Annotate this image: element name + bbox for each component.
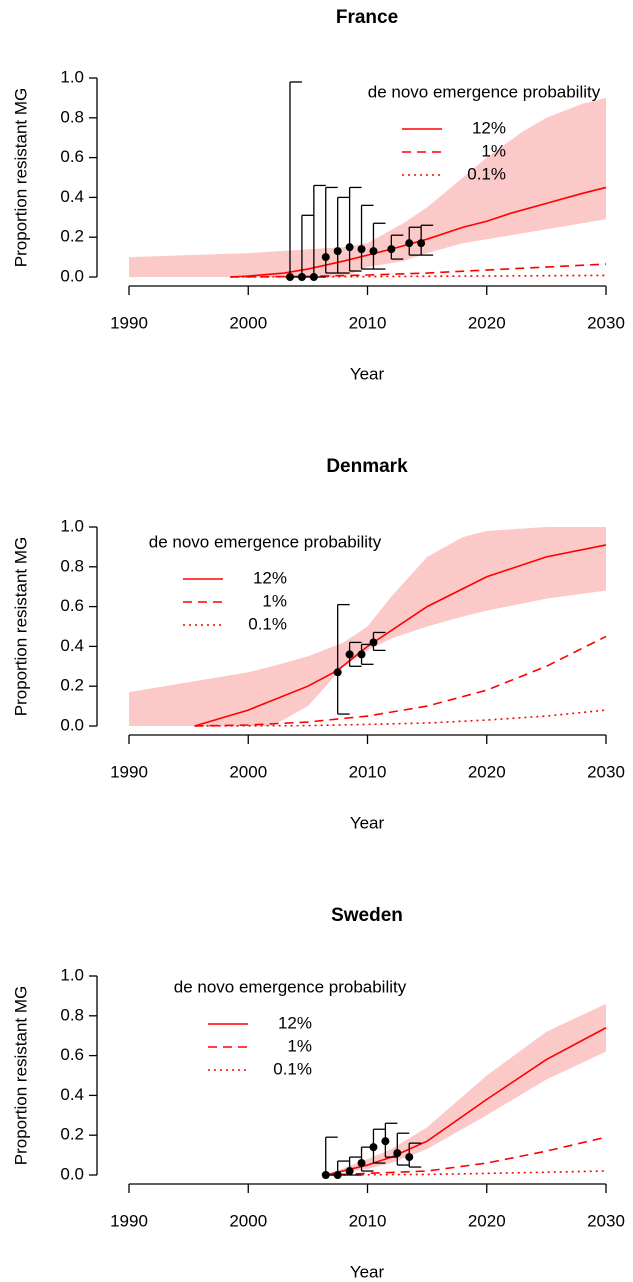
y-tick-label: 0.6 — [60, 147, 84, 166]
confidence-band — [129, 97, 606, 278]
legend-title: de novo emergence probability — [174, 977, 407, 996]
chart-title: Sweden — [331, 905, 403, 926]
y-tick-label: 0.2 — [60, 676, 84, 695]
data-point — [387, 245, 396, 254]
y-tick-label: 0.4 — [60, 636, 84, 655]
x-axis-label: Year — [350, 813, 385, 832]
data-point — [333, 668, 342, 677]
x-tick-label: 1990 — [110, 762, 148, 781]
x-tick-label: 2030 — [587, 313, 625, 332]
legend-label: 12% — [472, 118, 506, 137]
data-point — [321, 1171, 330, 1179]
series-line — [194, 544, 607, 727]
x-tick-label: 2020 — [468, 762, 506, 781]
data-point — [369, 638, 378, 647]
panel: Denmark 1990 2000 2010 2020 2030 0.0 0.2 0.4 0.6 0… — [11, 456, 624, 832]
data-point — [405, 1153, 414, 1162]
panel: France 1990 2000 2010 2020 2030 0.0 0.2 0.4 0.6 0.… — [11, 7, 624, 383]
data-point — [297, 273, 306, 281]
x-tick-label: 2010 — [349, 1211, 387, 1230]
legend-title: de novo emergence probability — [149, 532, 382, 551]
data-point — [369, 1143, 378, 1152]
data-point — [381, 1137, 390, 1146]
x-tick-label: 2000 — [229, 1211, 267, 1230]
x-axis-label: Year — [350, 1262, 385, 1281]
y-tick-label: 0.4 — [60, 1085, 84, 1104]
y-tick-label: 0.8 — [60, 556, 84, 575]
legend: de novo emergence probability 12% 1% 0.1% — [174, 977, 407, 1078]
data-point — [393, 1149, 402, 1158]
data-point — [309, 273, 318, 281]
data-point — [357, 650, 366, 659]
data-point — [345, 243, 354, 252]
data-point — [357, 1159, 366, 1168]
x-axis-label: Year — [350, 364, 385, 383]
x-tick-label: 2010 — [349, 762, 387, 781]
y-tick-label: 1.0 — [60, 67, 84, 86]
series-line — [194, 635, 607, 727]
y-axis-label: Proportion resistant MG — [11, 88, 30, 268]
x-tick-label: 2020 — [468, 1211, 506, 1230]
y-tick-label: 0.8 — [60, 107, 84, 126]
legend-label: 12% — [253, 568, 287, 587]
data-point — [345, 650, 354, 659]
chart-title: Denmark — [326, 456, 408, 477]
y-tick-label: 0.0 — [60, 266, 84, 285]
y-tick-label: 0.6 — [60, 1045, 84, 1064]
legend-label: 0.1% — [273, 1059, 312, 1078]
data-point — [357, 245, 366, 254]
data-point — [417, 239, 426, 248]
confidence-band — [129, 527, 606, 726]
data-point — [333, 1171, 342, 1179]
legend: de novo emergence probability 12% 1% 0.1% — [149, 532, 382, 633]
x-tick-label: 2010 — [349, 313, 387, 332]
confidence-band — [325, 1003, 606, 1175]
legend-label: 12% — [278, 1013, 312, 1032]
x-tick-label: 2030 — [587, 762, 625, 781]
x-tick-label: 2030 — [587, 1211, 625, 1230]
series-line — [325, 1136, 607, 1176]
y-tick-label: 0.4 — [60, 187, 84, 206]
y-tick-label: 1.0 — [60, 965, 84, 984]
data-point — [345, 1167, 354, 1176]
y-tick-label: 0.6 — [60, 596, 84, 615]
legend: de novo emergence probability 12% 1% 0.1% — [368, 82, 601, 183]
x-tick-label: 2020 — [468, 313, 506, 332]
data-point — [405, 239, 414, 248]
data-point — [369, 247, 378, 256]
y-tick-label: 0.0 — [60, 715, 84, 734]
y-tick-label: 0.2 — [60, 1125, 84, 1144]
y-axis-label: Proportion resistant MG — [11, 986, 30, 1166]
legend-label: 0.1% — [248, 614, 287, 633]
series-line — [325, 1027, 607, 1176]
data-point — [333, 247, 342, 256]
y-tick-label: 0.8 — [60, 1005, 84, 1024]
legend-label: 1% — [262, 591, 287, 610]
y-tick-label: 0.2 — [60, 227, 84, 246]
x-tick-label: 2000 — [229, 762, 267, 781]
y-tick-label: 0.0 — [60, 1164, 84, 1183]
chart-title: France — [336, 7, 398, 28]
legend-label: 1% — [481, 141, 506, 160]
x-tick-label: 1990 — [110, 313, 148, 332]
data-point — [285, 273, 294, 281]
legend-title: de novo emergence probability — [368, 82, 601, 101]
y-tick-label: 1.0 — [60, 516, 84, 535]
legend-label: 0.1% — [467, 164, 506, 183]
panel: Sweden 1990 2000 2010 2020 2030 0.0 0.2 0.4 0.6 0.… — [11, 905, 624, 1281]
data-point — [321, 253, 330, 262]
y-axis-label: Proportion resistant MG — [11, 537, 30, 717]
legend-label: 1% — [287, 1036, 312, 1055]
x-tick-label: 1990 — [110, 1211, 148, 1230]
x-tick-label: 2000 — [229, 313, 267, 332]
